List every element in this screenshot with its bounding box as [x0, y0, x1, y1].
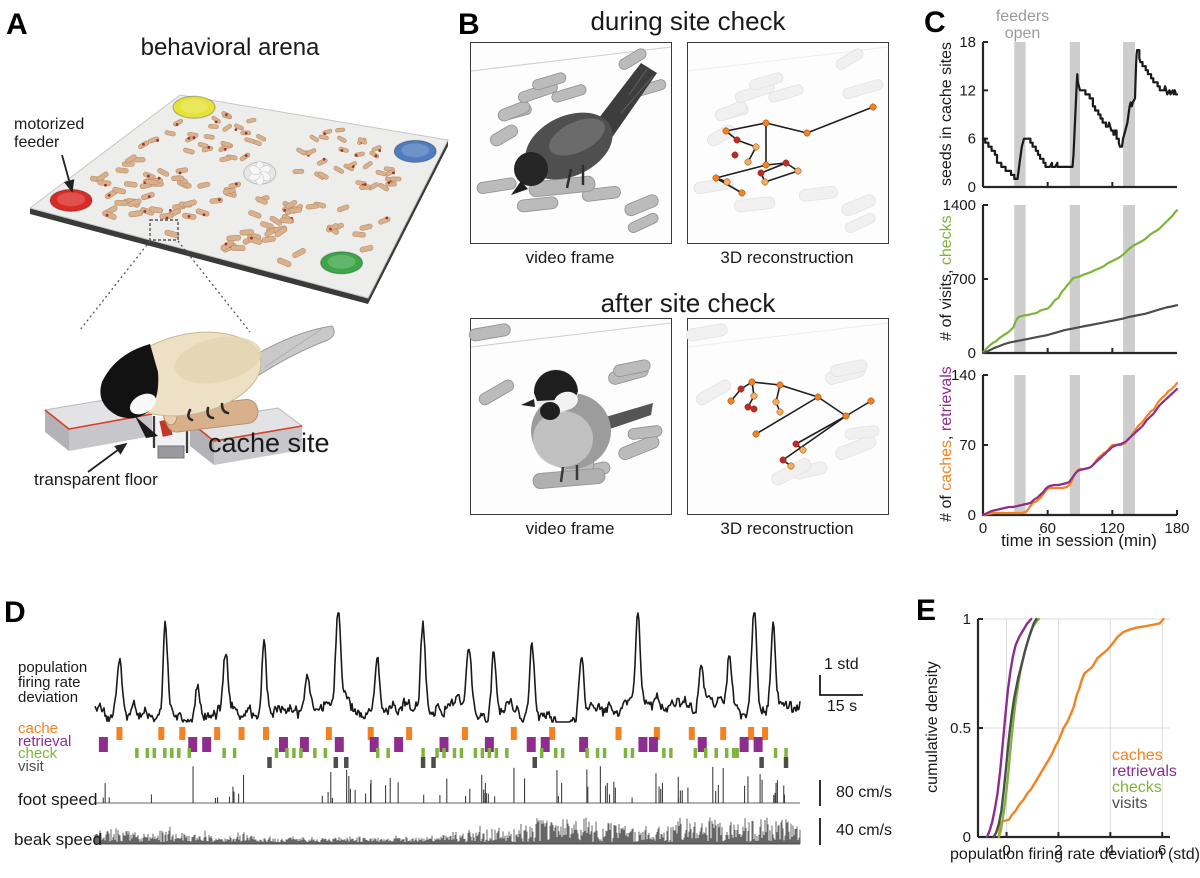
svg-text:1400: 1400 [943, 197, 976, 214]
svg-text:700: 700 [951, 271, 976, 288]
cache-site-label: cache site [208, 428, 330, 458]
ylabel-cumulative-density: cumulative density [924, 661, 941, 793]
svg-text:2: 2 [1054, 842, 1062, 859]
arena-illustration [28, 94, 449, 333]
scale-1std-label: 1 std [824, 656, 859, 673]
panel-a-letter: A [6, 8, 28, 41]
during-site-check-title: during site check [590, 6, 786, 36]
recon-caption-2: 3D reconstruction [720, 519, 854, 538]
feeders-open-label: feeders open [995, 8, 1050, 42]
svg-text:18: 18 [959, 34, 976, 51]
beak-speed-label: beak speed [14, 830, 102, 849]
svg-text:4: 4 [1106, 842, 1114, 859]
ylabel-visits-checks: # of visits, checks [938, 215, 955, 341]
video-caption-2: video frame [525, 519, 615, 538]
xlabel-time-in-session: time in session (min) [1001, 531, 1157, 550]
foot-speed-label: foot speed [18, 790, 98, 809]
transparent-floor-label: transparent floor [34, 470, 158, 489]
panel-e-letter: E [916, 594, 937, 627]
panel-c-letter: C [924, 6, 946, 39]
arena-title: behavioral arena [140, 34, 320, 61]
svg-text:0: 0 [1002, 842, 1010, 859]
svg-text:1: 1 [963, 611, 971, 628]
svg-text:6: 6 [968, 131, 976, 148]
event-row-labels: cache retrieval check visit [18, 720, 72, 775]
ylabel-seeds: seeds in cache sites [938, 41, 955, 187]
svg-text:0.5: 0.5 [950, 720, 971, 737]
svg-text:12: 12 [959, 82, 976, 99]
video-caption-1: video frame [525, 248, 615, 267]
cache-site-illustration [43, 325, 335, 473]
motorized-feeder-label: motorized feeder [14, 116, 85, 151]
video-frame-after [468, 318, 672, 515]
svg-text:0: 0 [979, 520, 987, 537]
svg-text:70: 70 [959, 437, 976, 454]
legend-visits: visits [1112, 795, 1148, 812]
svg-text:0: 0 [963, 829, 971, 846]
legend-retrievals: retrievals [1112, 763, 1177, 780]
video-frame-during [470, 42, 672, 244]
svg-text:0: 0 [968, 507, 976, 524]
scale-80cms-label: 80 cm/s [836, 784, 893, 801]
visit-label: visit [18, 757, 44, 775]
svg-text:0: 0 [968, 345, 976, 362]
population-firing-rate-label: population firing rate deviation [18, 659, 88, 706]
svg-text:120: 120 [1100, 520, 1125, 537]
panel-d-letter: D [4, 596, 26, 629]
scale-15s-label: 15 s [826, 698, 858, 715]
after-site-check-title: after site check [600, 288, 776, 318]
panel-e-legend: caches retrievals checks visits [1112, 748, 1177, 812]
panel-d-traces [94, 612, 863, 845]
panel-b-letter: B [458, 8, 480, 41]
scale-40cms-label: 40 cm/s [836, 822, 893, 839]
retrieval-label: retrieval [18, 732, 72, 750]
svg-text:180: 180 [1164, 520, 1189, 537]
recon-caption-1: 3D reconstruction [720, 248, 854, 267]
recon-frame-during [687, 42, 889, 244]
legend-checks: checks [1112, 779, 1162, 796]
svg-text:6: 6 [1158, 842, 1166, 859]
svg-text:60: 60 [1039, 520, 1056, 537]
ylabel-caches-retrievals: # of caches, retrievals [938, 366, 955, 522]
check-label: check [18, 745, 58, 762]
xlabel-pop-firing-rate: population firing rate deviation (std) [950, 846, 1200, 863]
panel-e-chart: 0 0.5 1 0 2 4 6 [950, 611, 1170, 859]
svg-text:0: 0 [968, 179, 976, 196]
recon-frame-after [685, 318, 889, 515]
cache-label: cache [18, 720, 59, 737]
legend-caches: caches [1112, 747, 1163, 764]
svg-text:140: 140 [951, 367, 976, 384]
